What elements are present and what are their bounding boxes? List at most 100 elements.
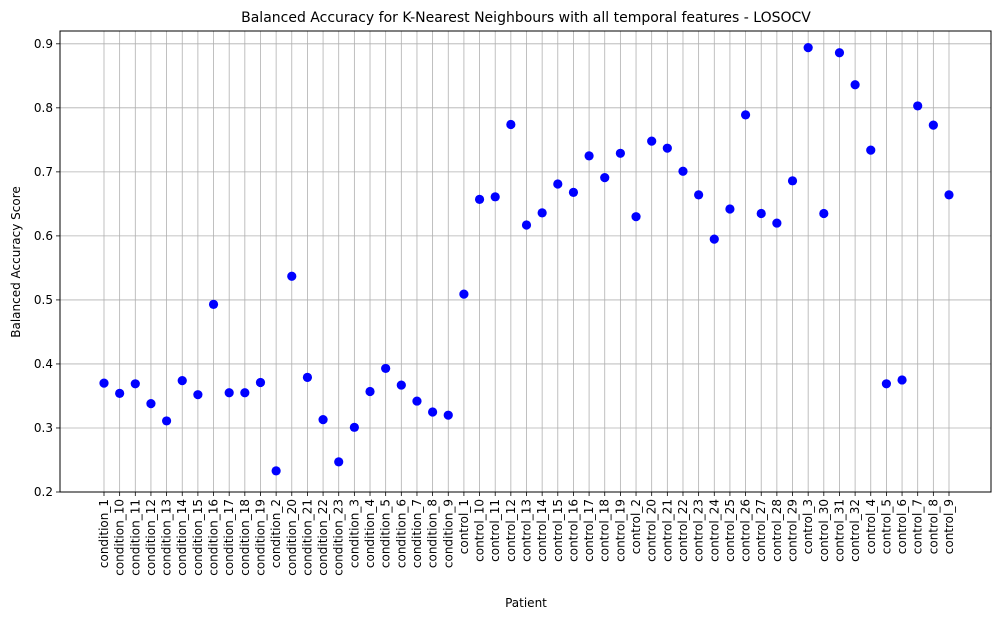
- x-tick-label: condition_16: [207, 499, 221, 576]
- y-tick-label: 0.5: [34, 293, 53, 307]
- x-tick-label: control_5: [879, 499, 893, 554]
- data-point: [740, 110, 751, 120]
- data-point: [271, 466, 281, 476]
- data-point: [490, 192, 500, 202]
- x-tick-label: control_30: [817, 499, 831, 562]
- data-point: [115, 388, 125, 398]
- x-tick-label: condition_10: [113, 499, 127, 576]
- x-tick-label: control_14: [535, 499, 549, 562]
- data-point: [834, 48, 845, 58]
- y-tick-label: 0.3: [34, 421, 53, 435]
- x-tick-label: control_18: [598, 499, 612, 562]
- data-point: [647, 136, 657, 146]
- x-tick-label: control_25: [723, 499, 737, 562]
- data-point: [897, 375, 907, 385]
- x-tick-label: condition_8: [426, 499, 440, 568]
- x-tick-label: control_6: [895, 499, 909, 554]
- data-point: [678, 166, 688, 176]
- data-point: [412, 396, 422, 406]
- x-tick-label: control_8: [926, 499, 940, 554]
- x-tick-label: control_11: [488, 499, 502, 562]
- data-point: [694, 190, 704, 200]
- data-point: [240, 388, 250, 398]
- x-tick-label: control_32: [848, 499, 862, 562]
- data-point: [396, 380, 406, 390]
- data-point: [568, 187, 579, 197]
- data-point: [381, 363, 391, 374]
- x-tick-label: control_9: [942, 499, 956, 554]
- y-tick-label: 0.8: [34, 101, 53, 115]
- x-tick-label: control_27: [754, 499, 768, 562]
- x-tick-label: condition_11: [128, 499, 142, 576]
- data-point: [349, 422, 359, 432]
- x-tick-label: control_19: [613, 499, 627, 562]
- data-point: [521, 220, 532, 230]
- x-tick-label: condition_21: [300, 499, 314, 576]
- x-tick-label: control_26: [739, 499, 753, 562]
- x-tick-label: control_12: [504, 499, 518, 562]
- data-point: [787, 176, 798, 186]
- x-tick-label: condition_7: [410, 499, 424, 568]
- chart-title: Balanced Accuracy for K-Nearest Neighbou…: [241, 10, 811, 26]
- y-tick-label: 0.9: [34, 37, 53, 51]
- data-point: [474, 194, 485, 204]
- y-axis: 0.2 0.3 0.4 0.5 0.6 0.7 0.8 0.9: [34, 37, 60, 499]
- y-tick-label: 0.6: [34, 229, 53, 243]
- data-point: [803, 43, 813, 53]
- x-tick-label: condition_15: [191, 499, 205, 576]
- data-point: [709, 234, 719, 244]
- y-axis-label: Balanced Accuracy Score: [9, 186, 23, 338]
- data-point: [819, 208, 829, 219]
- x-axis-label: Patient: [505, 596, 547, 610]
- x-tick-label: control_10: [473, 499, 487, 562]
- x-tick-label: condition_9: [441, 499, 455, 568]
- data-point: [318, 415, 328, 425]
- data-point: [662, 143, 672, 153]
- x-tick-label: condition_13: [160, 499, 174, 576]
- y-tick-label: 0.7: [34, 165, 53, 179]
- data-point: [146, 399, 156, 409]
- x-tick-label: control_22: [676, 499, 690, 562]
- x-tick-label: control_23: [692, 499, 706, 562]
- x-tick-label: control_13: [520, 499, 534, 562]
- x-tick-label: condition_17: [222, 499, 236, 576]
- data-point: [506, 119, 516, 130]
- x-tick-label: control_21: [660, 499, 674, 562]
- data-point: [208, 299, 219, 309]
- data-point: [615, 148, 625, 158]
- data-point: [553, 179, 563, 189]
- x-tick-label: condition_3: [347, 499, 361, 568]
- x-tick-label: control_2: [629, 499, 643, 554]
- data-point: [302, 372, 313, 382]
- data-point: [850, 80, 860, 90]
- data-point: [177, 375, 187, 386]
- x-tick-label: condition_2: [269, 499, 283, 568]
- data-point: [334, 457, 344, 467]
- data-point: [772, 218, 782, 228]
- data-point: [130, 379, 140, 389]
- grid: [60, 31, 991, 493]
- data-point: [756, 208, 766, 219]
- x-tick-label: control_15: [551, 499, 565, 562]
- data-point: [866, 145, 876, 155]
- data-point: [443, 410, 453, 420]
- x-tick-label: control_28: [770, 499, 784, 562]
- data-point: [287, 271, 297, 281]
- x-tick-label: control_20: [645, 499, 659, 562]
- data-point: [944, 190, 954, 200]
- y-tick-label: 0.4: [34, 357, 53, 371]
- x-tick-label: condition_23: [332, 499, 346, 576]
- x-tick-label: condition_18: [238, 499, 252, 576]
- x-tick-label: control_3: [801, 499, 815, 554]
- x-tick-label: control_29: [786, 499, 800, 562]
- x-tick-label: condition_19: [253, 499, 267, 576]
- x-tick-label: condition_14: [175, 499, 189, 576]
- data-point: [881, 379, 892, 389]
- x-tick-label: condition_4: [363, 499, 377, 568]
- plot-area: [59, 30, 992, 493]
- data-point: [537, 208, 547, 218]
- data-point: [725, 204, 735, 214]
- x-tick-label: control_17: [582, 499, 596, 562]
